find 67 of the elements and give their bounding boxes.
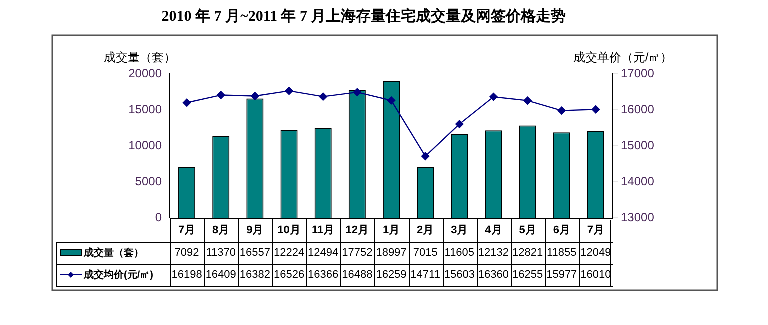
data-label: 16382 [240,269,270,282]
data-label: 12049 [580,247,612,260]
data-label: 16409 [206,269,236,282]
point [456,120,464,128]
data-label: 15603 [444,269,475,282]
data-label: 16255 [512,269,544,282]
data-label: 16259 [376,269,407,282]
x-tick-label: 8月 [212,224,230,237]
point [319,92,328,101]
data-label: 16010 [580,269,612,282]
data-label: 16557 [240,247,270,260]
y2-axis-title: 成交单价（元/㎡） [573,50,673,64]
x-tick-label: 1月 [382,224,400,237]
x-tick-label: 11月 [312,224,335,237]
data-label: 12821 [512,247,544,260]
x-tick-label: 5月 [519,224,536,237]
point [592,106,600,114]
point [217,91,226,100]
data-label: 11605 [444,247,475,260]
y-axis-title: 成交量（套） [104,50,176,64]
x-tick-label: 12月 [346,224,370,237]
point [285,86,294,96]
data-label: 7015 [413,247,438,260]
data-label: 18997 [376,247,407,260]
y2-tick-label: 13000 [621,210,655,224]
data-label: 16360 [478,269,510,282]
x-tick-label: 9月 [246,224,264,237]
data-label: 11370 [206,247,236,260]
data-label: 16488 [342,269,373,282]
y-tick-label: 5000 [135,174,162,188]
data-label: 11855 [546,247,577,260]
data-label: 7092 [174,247,200,260]
point [182,98,192,107]
y-tick-label: 0 [155,210,162,224]
data-label: 17752 [342,247,373,260]
y2-tick-label: 15000 [621,138,655,152]
y2-tick-label: 17000 [621,66,655,80]
point [353,88,362,97]
point [421,152,430,161]
data-label: 16198 [172,269,202,282]
legend-label: 成交量（套） [83,246,144,259]
y2-tick-label: 14000 [621,174,655,188]
data-label: 16366 [308,269,339,282]
data-label: 12494 [308,247,339,260]
point [524,96,532,105]
chart-title: 2010 年 7 月~2011 年 7 月上海存量住宅成交量及网签价格走势 [162,6,566,25]
y-tick-label: 10000 [128,138,162,152]
y2-tick-label: 16000 [621,102,655,116]
x-tick-label: 7月 [587,224,605,237]
x-tick-label: 4月 [485,224,502,237]
point [490,92,498,102]
legend-label: 成交均价(元/㎡) [83,268,154,281]
data-label: 12132 [478,247,510,260]
y-tick-label: 20000 [128,66,162,80]
point [387,96,396,105]
data-label: 15977 [546,269,578,282]
y-tick-label: 15000 [128,102,162,116]
x-tick-label: 2月 [417,224,434,237]
data-label: 14711 [410,269,440,282]
point [251,92,260,100]
point [558,106,566,115]
x-tick-label: 3月 [451,224,468,237]
data-label: 16526 [274,269,305,282]
x-tick-label: 10月 [278,224,301,237]
x-tick-label: 6月 [553,224,570,237]
x-tick-label: 7月 [178,224,196,237]
data-label: 12224 [274,247,305,260]
